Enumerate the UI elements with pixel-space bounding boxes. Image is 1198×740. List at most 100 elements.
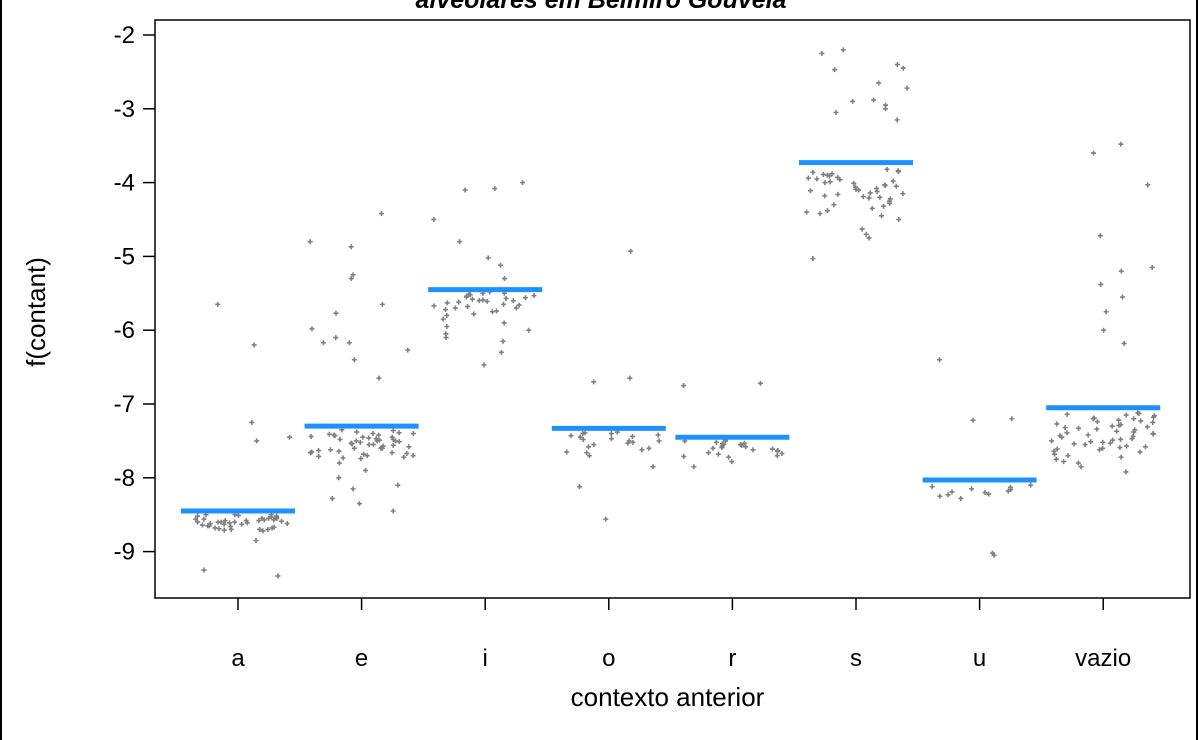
- data-point: [656, 438, 662, 444]
- data-point: [502, 276, 508, 282]
- data-point: [881, 203, 887, 209]
- data-point: [235, 512, 241, 518]
- data-point: [1100, 439, 1106, 445]
- data-point: [390, 428, 396, 434]
- data-point: [608, 436, 614, 442]
- data-point: [239, 521, 245, 527]
- data-point: [629, 433, 635, 439]
- data-point: [1151, 413, 1157, 419]
- data-point: [405, 347, 411, 353]
- data-point: [1064, 411, 1070, 417]
- data-point: [254, 438, 260, 444]
- data-point: [1101, 327, 1107, 333]
- data-point: [500, 338, 506, 344]
- x-tick-label: a: [231, 645, 245, 672]
- data-point: [440, 316, 446, 322]
- data-point: [1142, 444, 1148, 450]
- data-point: [215, 301, 221, 307]
- data-point: [820, 171, 826, 177]
- data-point: [775, 447, 781, 453]
- data-point: [410, 453, 416, 459]
- data-point: [860, 194, 866, 200]
- data-point: [895, 168, 901, 174]
- data-point: [900, 191, 906, 197]
- data-point: [215, 519, 221, 525]
- data-point: [750, 447, 756, 453]
- data-point: [498, 349, 504, 355]
- data-point: [1098, 281, 1104, 287]
- data-point: [360, 434, 366, 440]
- data-point: [481, 362, 487, 368]
- data-point: [287, 434, 293, 440]
- data-point: [639, 447, 645, 453]
- data-point: [353, 438, 359, 444]
- data-point: [249, 419, 255, 425]
- data-point: [497, 262, 503, 268]
- data-point: [366, 442, 372, 448]
- data-point: [608, 431, 614, 437]
- data-point: [201, 567, 207, 573]
- data-point: [741, 440, 747, 446]
- data-point: [893, 183, 899, 189]
- x-tick-label: i: [483, 645, 488, 672]
- data-point: [501, 320, 507, 326]
- data-point: [655, 432, 661, 438]
- data-point: [443, 335, 449, 341]
- data-point: [982, 490, 988, 496]
- data-point: [1061, 459, 1067, 465]
- data-point: [361, 451, 367, 457]
- data-point: [443, 307, 449, 313]
- data-point: [333, 335, 339, 341]
- data-point: [882, 106, 888, 112]
- data-point: [584, 450, 590, 456]
- data-point: [970, 417, 976, 423]
- data-point: [257, 526, 263, 532]
- data-point: [1137, 449, 1143, 455]
- data-point: [193, 516, 199, 522]
- data-point: [819, 50, 825, 56]
- x-tick-label: u: [973, 645, 986, 672]
- data-point: [603, 516, 609, 522]
- data-point: [199, 522, 205, 528]
- data-point: [351, 445, 357, 451]
- data-point: [1150, 431, 1156, 437]
- data-point: [580, 436, 586, 442]
- data-point: [261, 517, 267, 523]
- data-point: [904, 85, 910, 91]
- data-point: [1090, 150, 1096, 156]
- data-point: [705, 450, 711, 456]
- data-point: [1118, 268, 1124, 274]
- data-point: [395, 482, 401, 488]
- data-point: [336, 448, 342, 454]
- data-point: [739, 442, 745, 448]
- data-point: [501, 301, 507, 307]
- data-point: [485, 255, 491, 261]
- data-point: [503, 295, 509, 301]
- data-point: [389, 450, 395, 456]
- data-point: [358, 456, 364, 462]
- data-point: [308, 433, 314, 439]
- data-point: [510, 298, 516, 304]
- data-point: [221, 527, 227, 533]
- data-point: [401, 454, 407, 460]
- data-point: [1129, 436, 1135, 442]
- data-point: [869, 205, 875, 211]
- data-point: [494, 308, 500, 314]
- data-point: [568, 433, 574, 439]
- data-point: [874, 188, 880, 194]
- data-point: [275, 573, 281, 579]
- data-point: [832, 67, 838, 73]
- data-point: [814, 176, 820, 182]
- data-point: [586, 453, 592, 459]
- data-point: [1149, 264, 1155, 270]
- data-point: [390, 508, 396, 514]
- data-point: [1100, 445, 1106, 451]
- data-point: [1118, 454, 1124, 460]
- y-tick-label: -6: [114, 317, 135, 344]
- data-point: [340, 455, 346, 461]
- data-point: [390, 442, 396, 448]
- data-point: [1107, 440, 1113, 446]
- data-point: [1118, 436, 1124, 442]
- data-point: [779, 450, 785, 456]
- data-point: [989, 550, 995, 556]
